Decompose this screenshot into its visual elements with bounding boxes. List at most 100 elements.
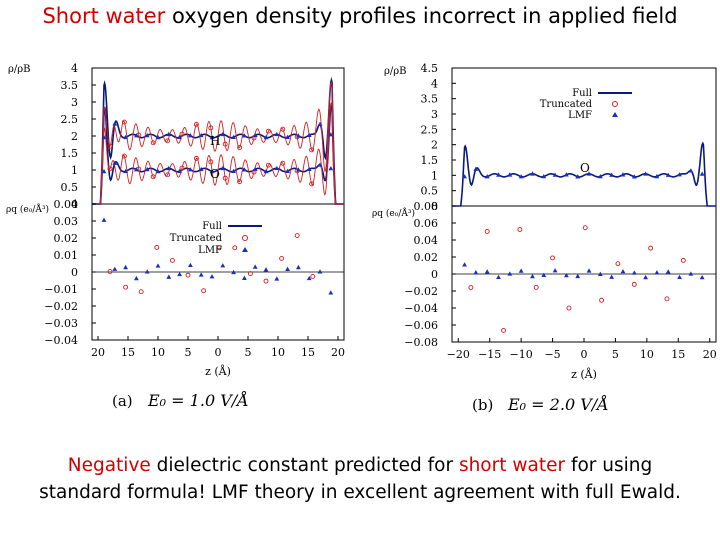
- point-lmf: [123, 134, 128, 140]
- point-truncated: [310, 273, 316, 279]
- point-lmf: [597, 173, 603, 179]
- point-truncated: [232, 245, 238, 251]
- ytick-label: 0.02: [54, 232, 79, 245]
- point-lmf: [575, 174, 581, 179]
- point-lmf: [155, 134, 161, 140]
- point-truncated: [237, 145, 243, 151]
- point-truncated: [123, 284, 129, 290]
- ytick-label: 2.5: [421, 123, 439, 136]
- point-lmf: [643, 274, 648, 280]
- point-lmf: [609, 172, 615, 177]
- caption-end: for using: [565, 455, 653, 476]
- point-truncated: [484, 229, 490, 234]
- legend-lmf: LMF: [198, 245, 222, 256]
- point-lmf: [188, 167, 193, 172]
- point-lmf: [285, 168, 290, 173]
- point-lmf: [296, 133, 301, 138]
- panel-b-top-plot: [452, 141, 716, 207]
- figure-panels: 4 3.5 3 2.5 2 1.5 1 0.5 0 0.04 0.03 0.02 0.01 0 −0.01…: [0, 0, 717, 414]
- point-lmf: [144, 132, 150, 138]
- point-lmf: [699, 171, 705, 176]
- point-truncated: [107, 143, 113, 149]
- point-lmf: [220, 263, 226, 268]
- point-truncated: [517, 227, 523, 232]
- point-truncated: [309, 147, 315, 153]
- point-lmf: [665, 172, 671, 177]
- point-truncated: [550, 255, 556, 261]
- point-lmf: [209, 168, 215, 174]
- point-truncated: [648, 245, 654, 251]
- point-lmf: [144, 166, 150, 172]
- xtick-label: 20: [331, 346, 345, 359]
- title-rest: oxygen density profiles incorrect in app…: [165, 4, 678, 28]
- panel-a-xticks: 20 15 10 5 0 5 10 15 20: [91, 336, 345, 359]
- ytick-label: −0.04: [404, 302, 438, 315]
- point-lmf: [541, 272, 547, 277]
- point-lmf: [688, 168, 694, 173]
- panel-a-bottom-ylabel: ρq (e₀/Å³): [6, 203, 49, 215]
- ytick-label: 3.5: [61, 79, 79, 92]
- point-lmf: [541, 174, 547, 179]
- point-lmf: [242, 167, 247, 172]
- point-lmf: [462, 262, 467, 267]
- point-lmf: [285, 134, 290, 139]
- point-lmf: [665, 269, 671, 274]
- point-truncated: [138, 289, 144, 295]
- ytick-label: 4: [431, 77, 438, 90]
- point-lmf: [134, 167, 139, 172]
- ytick-label: 0.02: [414, 251, 439, 264]
- xtick-label: 0: [581, 348, 588, 361]
- ytick-label: 1: [431, 169, 438, 182]
- point-lmf: [473, 270, 479, 275]
- ytick-label: −0.06: [404, 319, 438, 332]
- caption-negative: Negative: [67, 455, 151, 476]
- point-lmf: [155, 263, 161, 268]
- point-lmf: [177, 134, 182, 140]
- point-truncated: [222, 141, 228, 147]
- xtick-label: −15: [478, 348, 501, 361]
- xtick-label: −5: [544, 348, 560, 361]
- point-lmf: [209, 134, 215, 140]
- point-lmf: [507, 271, 513, 276]
- point-lmf: [586, 268, 592, 273]
- point-lmf: [112, 160, 118, 165]
- caption-line-2: standard formula! LMF theory in excellen…: [39, 482, 681, 503]
- ytick-label: 1: [71, 164, 78, 177]
- caption-mid: dielectric constant predicted for: [150, 455, 459, 476]
- xtick-label: 10: [151, 346, 165, 359]
- ytick-label: 3: [431, 108, 438, 121]
- point-lmf: [252, 166, 258, 172]
- point-lmf: [144, 269, 150, 274]
- ytick-label: 0.06: [414, 217, 439, 230]
- point-lmf: [198, 132, 204, 138]
- point-lmf: [654, 173, 660, 179]
- point-truncated: [599, 297, 605, 303]
- point-lmf: [123, 264, 128, 270]
- point-lmf: [473, 166, 479, 171]
- point-lmf: [296, 264, 301, 270]
- point-truncated: [265, 162, 271, 168]
- panel-b-bottom-yticks: 0.08 0.06 0.04 0.02 0 −0.02 −0.04 −0.06 −0.08: [404, 200, 456, 349]
- point-lmf: [328, 132, 334, 137]
- ytick-label: 0.5: [61, 181, 79, 194]
- ytick-label: 1.5: [61, 147, 79, 160]
- point-truncated: [121, 119, 127, 125]
- legend-lmf-marker: [242, 247, 248, 252]
- ytick-label: 0.01: [54, 249, 79, 262]
- panel-b-xlabel: z (Å): [571, 367, 597, 381]
- point-lmf: [101, 168, 107, 174]
- annotation-H: H: [210, 134, 220, 148]
- panel-a: 4 3.5 3 2.5 2 1.5 1 0.5 0 0.04 0.03 0.02 0.01 0 −0.01…: [6, 62, 345, 410]
- point-lmf: [198, 166, 204, 172]
- point-lmf: [575, 273, 581, 279]
- ytick-label: 4.5: [421, 62, 439, 75]
- panel-a-legend: Full Truncated LMF: [170, 221, 262, 256]
- panel-a-top-plot: [92, 76, 344, 205]
- point-lmf: [317, 269, 323, 274]
- point-truncated: [208, 125, 214, 131]
- point-truncated: [247, 271, 253, 277]
- point-lmf: [631, 270, 637, 275]
- point-lmf: [166, 131, 172, 137]
- point-lmf: [530, 274, 535, 279]
- point-lmf: [552, 172, 558, 177]
